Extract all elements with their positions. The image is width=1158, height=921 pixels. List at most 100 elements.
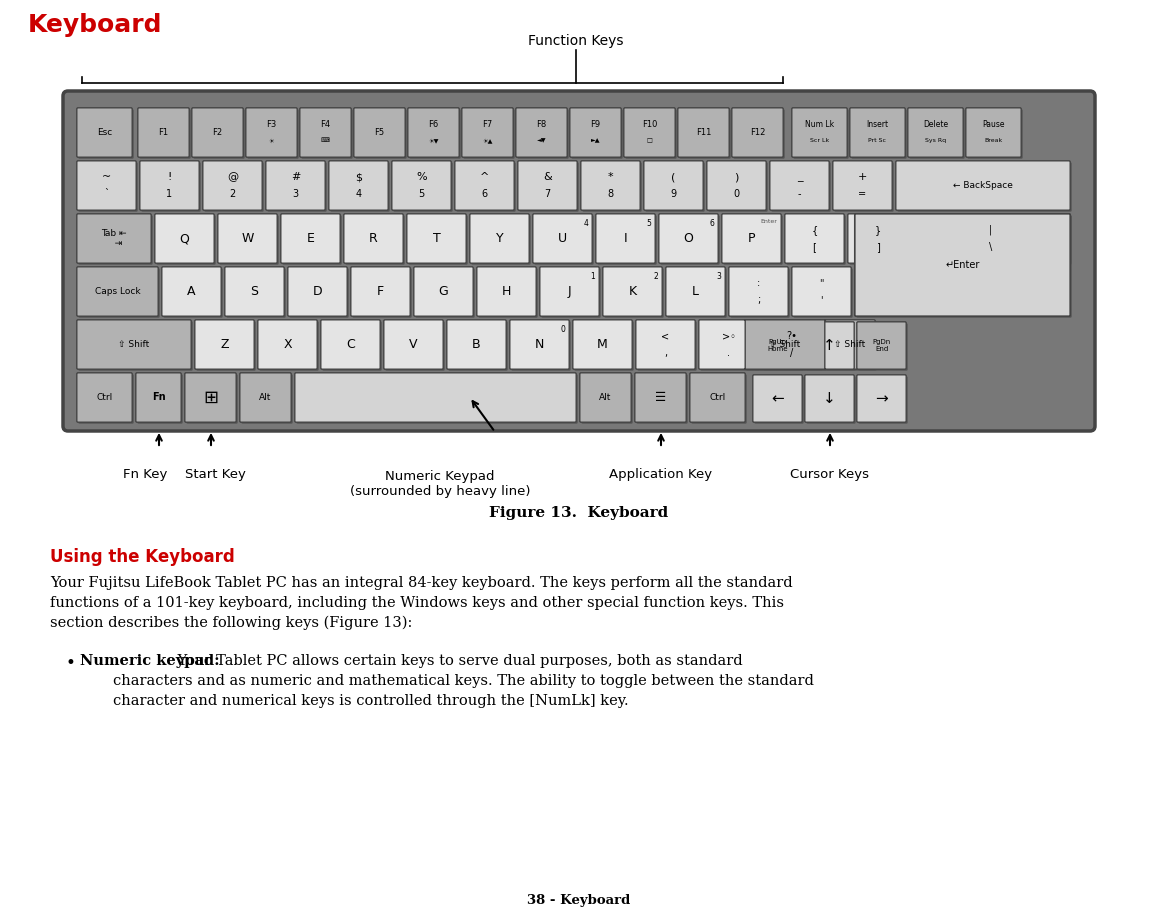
FancyBboxPatch shape [288, 267, 347, 316]
FancyBboxPatch shape [76, 108, 132, 157]
FancyBboxPatch shape [462, 108, 513, 157]
Text: S: S [250, 285, 258, 298]
Text: T: T [433, 232, 440, 245]
Text: ☀▼: ☀▼ [428, 138, 439, 144]
Text: ↑: ↑ [823, 338, 836, 353]
FancyBboxPatch shape [786, 216, 845, 264]
FancyBboxPatch shape [280, 214, 340, 263]
Text: N: N [535, 338, 544, 351]
FancyBboxPatch shape [754, 323, 804, 370]
Text: 38 - Keyboard: 38 - Keyboard [527, 894, 631, 907]
Text: 5: 5 [418, 189, 425, 199]
FancyBboxPatch shape [156, 216, 215, 264]
Text: Esc: Esc [97, 128, 112, 137]
FancyBboxPatch shape [857, 321, 907, 369]
Text: M: M [598, 338, 608, 351]
FancyBboxPatch shape [518, 110, 569, 158]
FancyBboxPatch shape [140, 161, 199, 210]
Text: }: } [874, 225, 880, 235]
Text: !: ! [167, 172, 171, 182]
Text: F3: F3 [266, 120, 277, 129]
FancyBboxPatch shape [636, 320, 695, 369]
FancyBboxPatch shape [966, 108, 1021, 157]
FancyBboxPatch shape [858, 323, 908, 370]
FancyBboxPatch shape [63, 91, 1095, 431]
Text: +: + [858, 172, 867, 182]
Text: PgDn
End: PgDn End [872, 339, 891, 352]
FancyBboxPatch shape [240, 373, 291, 422]
Text: Pause: Pause [982, 120, 1005, 129]
Text: 4: 4 [356, 189, 361, 199]
FancyBboxPatch shape [724, 216, 783, 264]
FancyBboxPatch shape [897, 162, 1071, 212]
Text: :: : [757, 278, 760, 288]
FancyBboxPatch shape [79, 110, 133, 158]
Text: Ctrl: Ctrl [96, 393, 112, 402]
FancyBboxPatch shape [909, 110, 965, 158]
FancyBboxPatch shape [463, 110, 514, 158]
FancyBboxPatch shape [771, 162, 830, 212]
FancyBboxPatch shape [79, 321, 192, 370]
FancyBboxPatch shape [471, 216, 530, 264]
FancyBboxPatch shape [447, 320, 506, 369]
FancyBboxPatch shape [849, 216, 909, 264]
FancyBboxPatch shape [581, 374, 632, 424]
Text: E: E [307, 232, 315, 245]
FancyBboxPatch shape [79, 268, 160, 318]
Text: 6: 6 [709, 219, 714, 228]
Text: Fn: Fn [152, 392, 166, 402]
FancyBboxPatch shape [512, 321, 571, 370]
Text: U: U [558, 232, 567, 245]
Text: 1: 1 [591, 272, 595, 281]
Text: Numeric Keypad
(surrounded by heavy line): Numeric Keypad (surrounded by heavy line… [350, 470, 530, 498]
Text: D: D [313, 285, 322, 298]
FancyBboxPatch shape [391, 161, 452, 210]
FancyBboxPatch shape [824, 320, 875, 369]
Text: Scr Lk: Scr Lk [809, 138, 829, 144]
FancyBboxPatch shape [155, 214, 214, 263]
FancyBboxPatch shape [185, 373, 236, 422]
Text: @: @ [227, 172, 239, 182]
FancyBboxPatch shape [351, 267, 410, 316]
FancyBboxPatch shape [226, 268, 286, 318]
FancyBboxPatch shape [541, 268, 601, 318]
Text: ☀: ☀ [269, 138, 274, 144]
FancyBboxPatch shape [637, 321, 697, 370]
FancyBboxPatch shape [908, 108, 963, 157]
FancyBboxPatch shape [753, 321, 802, 369]
Text: ;: ; [757, 295, 760, 305]
FancyBboxPatch shape [746, 321, 828, 370]
FancyBboxPatch shape [163, 268, 222, 318]
FancyBboxPatch shape [345, 216, 404, 264]
Text: ⇧ Shift: ⇧ Shift [769, 340, 800, 349]
Text: characters and as numeric and mathematical keys. The ability to toggle between t: characters and as numeric and mathematic… [113, 674, 814, 688]
FancyBboxPatch shape [267, 162, 327, 212]
Text: F8: F8 [536, 120, 547, 129]
FancyBboxPatch shape [394, 162, 453, 212]
Text: (: ( [672, 172, 675, 182]
Text: ': ' [820, 295, 822, 305]
Text: ☰: ☰ [655, 391, 666, 404]
Text: ⇧ Shift: ⇧ Shift [118, 340, 149, 349]
FancyBboxPatch shape [352, 268, 412, 318]
FancyBboxPatch shape [793, 110, 849, 158]
FancyBboxPatch shape [295, 373, 577, 422]
Text: <: < [661, 331, 669, 341]
FancyBboxPatch shape [533, 214, 592, 263]
Text: ☀▲: ☀▲ [483, 138, 492, 144]
FancyBboxPatch shape [258, 320, 317, 369]
Text: W: W [241, 232, 254, 245]
Text: ↵Enter: ↵Enter [945, 260, 980, 270]
Text: 3: 3 [293, 189, 299, 199]
Text: Function Keys: Function Keys [528, 34, 624, 48]
Text: Keyboard: Keyboard [28, 13, 162, 37]
FancyBboxPatch shape [574, 321, 633, 370]
FancyBboxPatch shape [204, 162, 264, 212]
Text: V: V [409, 338, 418, 351]
Text: Fn Key: Fn Key [123, 468, 167, 481]
FancyBboxPatch shape [858, 377, 908, 424]
Text: G: G [439, 285, 448, 298]
FancyBboxPatch shape [330, 162, 390, 212]
FancyBboxPatch shape [162, 267, 221, 316]
FancyBboxPatch shape [192, 108, 243, 157]
